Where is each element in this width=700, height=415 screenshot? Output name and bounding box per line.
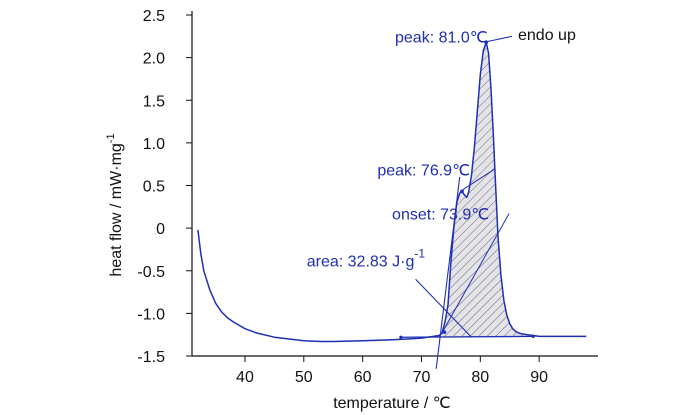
heat-flow-line: [197, 41, 587, 343]
y-tick-label: -1.0: [137, 306, 165, 323]
x-axis-title: temperature / ℃: [333, 395, 451, 412]
y-tick-label: 0: [156, 221, 165, 238]
endo-up-note: endo up: [518, 27, 576, 44]
annotation-marker-2: [442, 330, 447, 334]
annotation-label-2: onset: 73.9℃: [392, 207, 489, 224]
annotation-label-0: peak: 81.0℃: [395, 29, 488, 46]
x-tick-label: 90: [530, 369, 548, 386]
y-tick-label: -0.5: [137, 264, 165, 281]
y-axis-title-main: heat flow / mW·mg: [108, 143, 125, 276]
y-axis-title-superscript: -1: [105, 133, 117, 143]
y-axis-title: heat flow / mW·mg-1: [105, 133, 125, 276]
baseline-start-marker: [399, 335, 403, 339]
annotation-marker-1: [460, 189, 464, 194]
y-tick-label: -1.5: [137, 349, 165, 366]
x-tick-label: 40: [236, 369, 254, 386]
annotation-leader-2: [441, 213, 510, 333]
annotation-label-superscript: -1: [414, 246, 425, 260]
y-tick-label: 2.5: [143, 8, 165, 25]
y-tick-label: 1.5: [143, 93, 165, 110]
axes: -1.5 -1.0 -0.5 0 0.5 1.0 1.5 2.0 2.5 40 50 60 70 80 90: [137, 8, 598, 386]
peak-area-fill: [433, 42, 534, 338]
x-tick-label: 60: [354, 369, 372, 386]
y-tick-label: 2.0: [143, 51, 165, 68]
labels: temperature / ℃ heat flow / mW·mg-1 endo…: [105, 27, 576, 412]
onset-tangent-line: [435, 176, 461, 369]
annotation-marker-0: [484, 40, 489, 45]
annotation-leader-0: [484, 35, 513, 43]
integration-baseline: [400, 335, 534, 338]
x-tick-label: 50: [295, 369, 313, 386]
area-pointer-line: [415, 278, 472, 338]
x-tick-label: 80: [471, 369, 489, 386]
annotation-leader-1: [459, 168, 495, 192]
annotation-label-1: peak: 76.9℃: [377, 162, 470, 179]
y-tick-label: 1.0: [143, 136, 165, 153]
plot-area: peak: 81.0℃ peak: 76.9℃ onset: 73.9℃ area: …: [197, 29, 587, 369]
annotation-label-text: area: 32.83 J·g: [307, 253, 415, 270]
annotation-label-3: area: 32.83 J·g-1: [307, 246, 426, 270]
y-tick-label: 0.5: [143, 179, 165, 196]
x-tick-label: 70: [413, 369, 431, 386]
annotation-label-text: peak: 76.9℃: [377, 162, 470, 179]
annotation-label-text: peak: 81.0℃: [395, 29, 488, 46]
annotation-label-text: onset: 73.9℃: [392, 207, 489, 224]
